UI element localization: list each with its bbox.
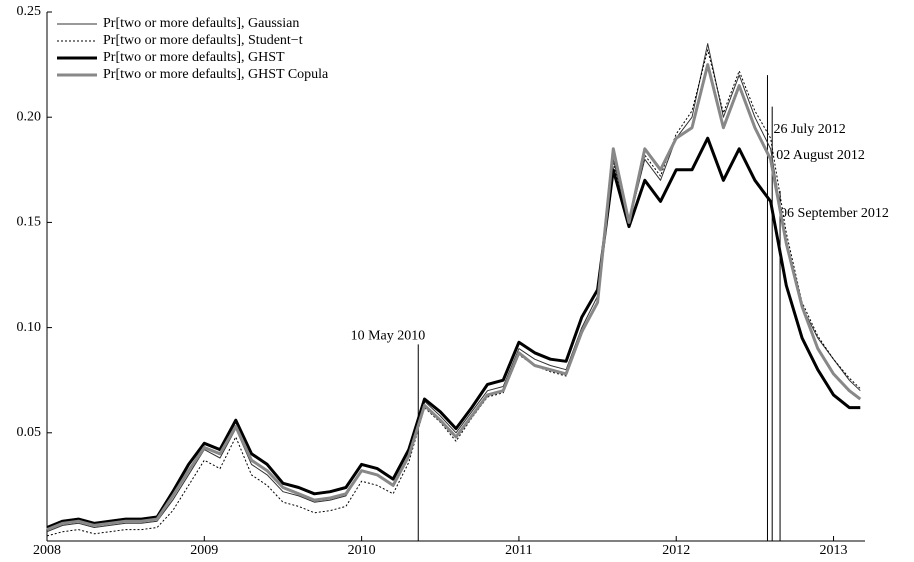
legend-label: Pr[two or more defaults], GHST Copula — [103, 67, 329, 82]
annotation-label: 02 August 2012 — [776, 148, 865, 163]
x-tick-label: 2009 — [190, 543, 218, 558]
legend-label: Pr[two or more defaults], Gaussian — [103, 16, 299, 31]
y-tick-label: 0.15 — [17, 215, 42, 230]
x-tick-label: 2010 — [348, 543, 376, 558]
series-line — [46, 63, 862, 531]
x-tick-label: 2012 — [662, 543, 690, 558]
legend-label: Pr[two or more defaults], Student−t — [103, 33, 303, 48]
annotation-label: 26 July 2012 — [773, 122, 845, 137]
legend-label: Pr[two or more defaults], GHST — [103, 50, 285, 65]
series-line — [46, 43, 861, 533]
x-tick-label: 2011 — [505, 543, 532, 558]
y-tick-label: 0.05 — [17, 425, 42, 440]
x-tick-label: 2008 — [33, 543, 61, 558]
y-tick-label: 0.20 — [17, 109, 42, 124]
annotation-label: 10 May 2010 — [351, 329, 426, 344]
series-line — [46, 136, 861, 529]
y-tick-label: 0.25 — [17, 4, 42, 19]
series-line — [46, 49, 861, 537]
x-tick-label: 2013 — [820, 543, 848, 558]
y-tick-label: 0.10 — [17, 320, 42, 335]
annotation-label: 06 September 2012 — [780, 206, 889, 221]
